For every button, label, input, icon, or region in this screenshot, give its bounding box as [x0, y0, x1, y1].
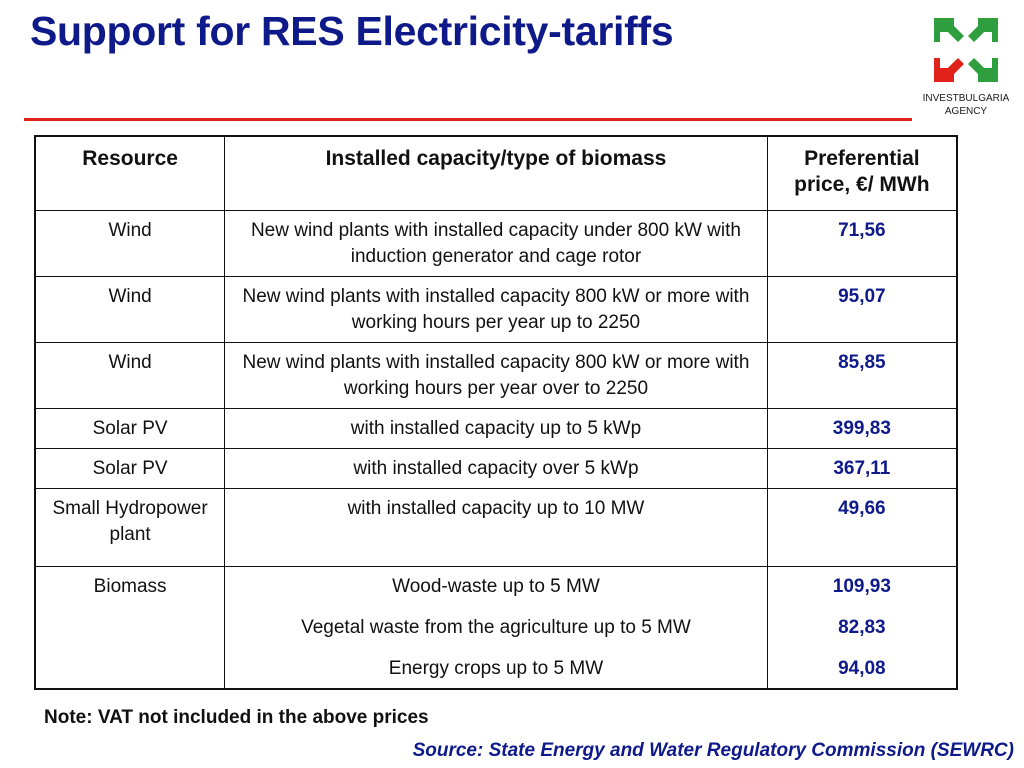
investbulgaria-logo-icon — [934, 18, 998, 82]
capacity-cell: New wind plants with installed capacity … — [224, 210, 768, 277]
biomass-capacity-item: Wood-waste up to 5 MW — [392, 576, 600, 597]
table-row-biomass: Biomass Wood-waste up to 5 MW Vegetal wa… — [34, 566, 958, 690]
table-row: Wind New wind plants with installed capa… — [34, 276, 958, 343]
title-divider — [24, 118, 912, 121]
price-cell: 71,56 — [766, 210, 958, 277]
price-cell: 399,83 — [766, 408, 958, 449]
capacity-cell: Wood-waste up to 5 MW Vegetal waste from… — [224, 566, 768, 690]
price-cell: 49,66 — [766, 488, 958, 567]
logo-text: INVESTBULGARIA AGENCY — [918, 92, 1014, 118]
header-resource: Resource — [34, 135, 226, 211]
page-title: Support for RES Electricity-tariffs — [30, 8, 674, 54]
agency-logo: INVESTBULGARIA AGENCY — [918, 12, 1014, 120]
biomass-price-item: 94,08 — [838, 658, 886, 679]
price-cell: 367,11 — [766, 448, 958, 489]
table-row: Wind New wind plants with installed capa… — [34, 210, 958, 277]
resource-cell: Wind — [34, 342, 226, 409]
header-capacity: Installed capacity/type of biomass — [224, 135, 768, 211]
logo-text-line2: AGENCY — [944, 106, 988, 117]
tariffs-table: Resource Installed capacity/type of biom… — [34, 135, 958, 690]
biomass-price-item: 109,93 — [832, 576, 891, 597]
table-row: Solar PV with installed capacity over 5 … — [34, 448, 958, 489]
resource-cell: Solar PV — [34, 448, 226, 489]
resource-cell: Biomass — [34, 566, 226, 690]
table-row: Small Hydropower plant with installed ca… — [34, 488, 958, 567]
logo-text-line1: INVESTBULGARIA — [922, 93, 1010, 104]
capacity-cell: New wind plants with installed capacity … — [224, 276, 768, 343]
source-citation: Source: State Energy and Water Regulator… — [412, 740, 1014, 761]
capacity-cell: with installed capacity over 5 kWp — [224, 448, 768, 489]
resource-cell: Wind — [34, 276, 226, 343]
price-cell: 95,07 — [766, 276, 958, 343]
capacity-cell: with installed capacity up to 10 MW — [224, 488, 768, 567]
table-row: Solar PV with installed capacity up to 5… — [34, 408, 958, 449]
header-price: Preferential price, €/ MWh — [766, 135, 958, 211]
price-cell: 109,93 82,83 94,08 — [766, 566, 958, 690]
resource-cell: Wind — [34, 210, 226, 277]
capacity-cell: New wind plants with installed capacity … — [224, 342, 768, 409]
table-row: Wind New wind plants with installed capa… — [34, 342, 958, 409]
resource-cell: Solar PV — [34, 408, 226, 449]
capacity-cell: with installed capacity up to 5 kWp — [224, 408, 768, 449]
biomass-capacity-item: Energy crops up to 5 MW — [388, 658, 604, 679]
table-header-row: Resource Installed capacity/type of biom… — [34, 135, 958, 211]
biomass-price-item: 82,83 — [838, 617, 886, 638]
vat-note: Note: VAT not included in the above pric… — [44, 707, 429, 728]
resource-cell: Small Hydropower plant — [34, 488, 226, 567]
biomass-capacity-item: Vegetal waste from the agriculture up to… — [301, 617, 691, 638]
price-cell: 85,85 — [766, 342, 958, 409]
